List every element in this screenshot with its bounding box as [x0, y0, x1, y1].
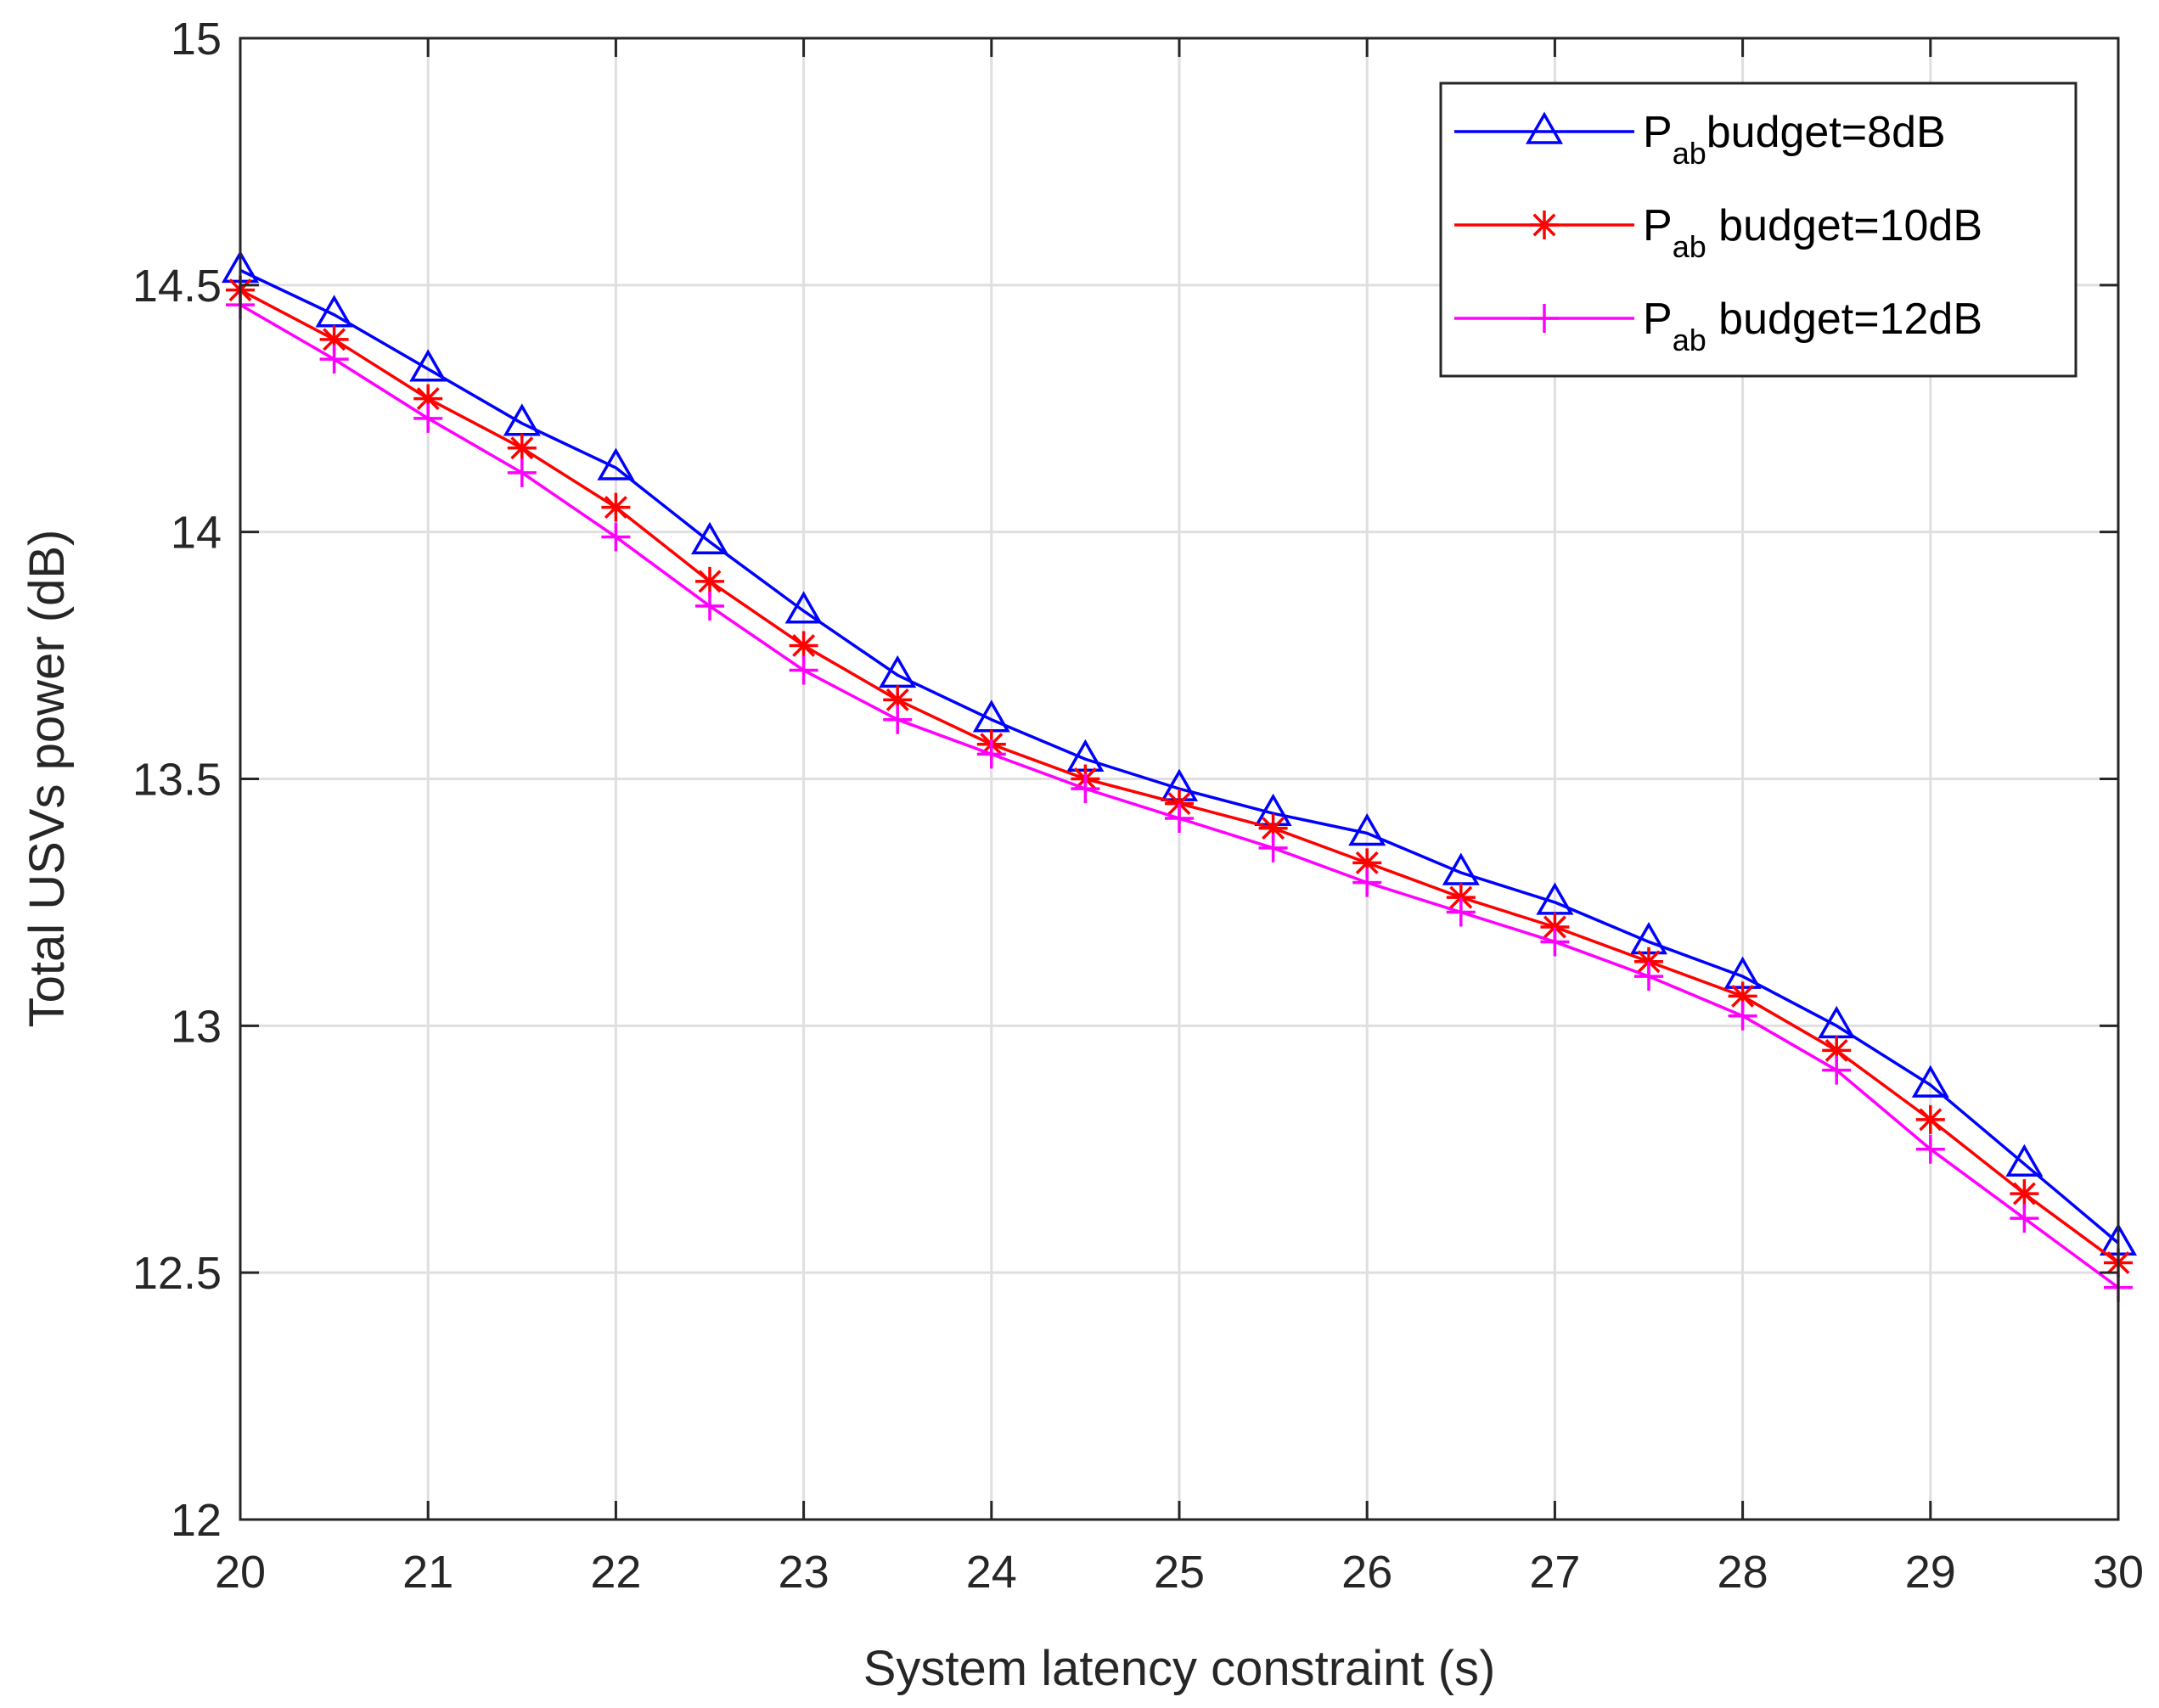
data-point [601, 522, 631, 552]
data-point [1728, 981, 1757, 1011]
data-point [1540, 927, 1570, 957]
legend-entry-3: Pab budget=12dB [1454, 295, 1982, 357]
data-point [976, 739, 1006, 769]
legend-label-sub: ab [1673, 323, 1706, 357]
data-point [695, 566, 724, 596]
data-point [1634, 947, 1663, 976]
legend-label-main: P [1643, 201, 1673, 250]
data-point [1822, 1055, 1852, 1085]
data-point [1258, 833, 1288, 862]
data-point [883, 705, 913, 734]
legend-label-sub: ab [1673, 136, 1706, 171]
x-tick-label: 27 [1529, 1547, 1580, 1598]
data-point [1352, 848, 1382, 878]
x-tick-labels: 20 21 22 23 24 25 26 27 28 29 30 [215, 1547, 2144, 1598]
data-point [1634, 962, 1663, 992]
data-point [2005, 1143, 2044, 1177]
data-point [784, 591, 823, 624]
legend-label-rest: budget=10dB [1706, 201, 1982, 250]
x-tick-label: 20 [215, 1547, 266, 1598]
data-point [597, 447, 635, 480]
data-point [1728, 1001, 1757, 1031]
data-point [1540, 913, 1570, 941]
legend-marker [1525, 111, 1564, 144]
legend-entry-2: Pab budget=10dB [1454, 201, 1982, 264]
data-point [1446, 883, 1476, 913]
data-point [2010, 1204, 2039, 1233]
y-tick-label: 15 [171, 14, 222, 65]
data-point [1915, 1134, 1945, 1164]
data-point [1348, 812, 1386, 846]
x-tick-label: 23 [779, 1547, 829, 1598]
x-tick-label: 28 [1718, 1547, 1768, 1598]
legend-label: Pab budget=12dB [1643, 295, 1982, 357]
legend-entry-1: Pabbudget=8dB [1454, 108, 1946, 171]
data-point [695, 591, 724, 621]
x-axis-title: System latency constraint (s) [863, 1641, 1496, 1696]
y-tick-label: 12 [171, 1495, 222, 1546]
data-point [690, 521, 729, 555]
data-point [789, 655, 818, 685]
series-line [239, 268, 2120, 1244]
series-1 [221, 250, 2138, 1256]
legend-label-main: P [1643, 108, 1673, 157]
x-tick-label: 30 [2093, 1547, 2144, 1598]
x-tick-label: 22 [590, 1547, 641, 1598]
data-point [319, 324, 349, 354]
axis-ticks [239, 37, 2120, 1521]
legend-label-sub: ab [1673, 229, 1706, 264]
data-point [1165, 804, 1194, 834]
data-point [883, 685, 913, 715]
x-tick-label: 25 [1154, 1547, 1205, 1598]
data-point [2010, 1179, 2039, 1209]
data-point [1352, 868, 1382, 897]
y-tick-label: 14 [171, 508, 222, 559]
data-point [413, 384, 443, 413]
legend-marker [1530, 211, 1559, 239]
data-point [413, 403, 443, 433]
y-tick-label: 13 [171, 1001, 222, 1052]
x-tick-label: 29 [1905, 1547, 1956, 1598]
y-tick-label: 14.5 [132, 261, 222, 312]
data-point [1071, 774, 1100, 804]
legend-label-main: P [1643, 295, 1673, 344]
series-3 [226, 290, 2133, 1302]
x-tick-label: 26 [1341, 1547, 1392, 1598]
data-point [319, 345, 349, 374]
legend-marker [1530, 304, 1559, 333]
data-point [601, 492, 631, 522]
y-tick-label: 12.5 [132, 1248, 222, 1299]
x-tick-label: 24 [966, 1547, 1017, 1598]
data-point [1911, 1065, 1949, 1098]
x-tick-label: 21 [402, 1547, 453, 1598]
legend-label-rest: budget=12dB [1706, 295, 1982, 344]
data-point [789, 631, 818, 660]
data-point [507, 433, 537, 463]
data-point [1165, 789, 1194, 818]
data-point [1822, 1036, 1852, 1065]
data-point [409, 349, 447, 382]
data-point [1258, 813, 1288, 843]
legend-label: Pab budget=10dB [1643, 201, 1982, 264]
y-tick-labels: 12 12.5 13 13.5 14 14.5 15 [132, 14, 222, 1546]
data-point [507, 458, 537, 487]
legend-label-rest: budget=8dB [1706, 108, 1946, 157]
data-point [1915, 1104, 1945, 1134]
y-axis-title: Total USVs power (dB) [20, 530, 75, 1028]
y-tick-label: 13.5 [132, 755, 222, 806]
legend-label: Pabbudget=8dB [1643, 108, 1946, 171]
data-point [1446, 897, 1476, 927]
